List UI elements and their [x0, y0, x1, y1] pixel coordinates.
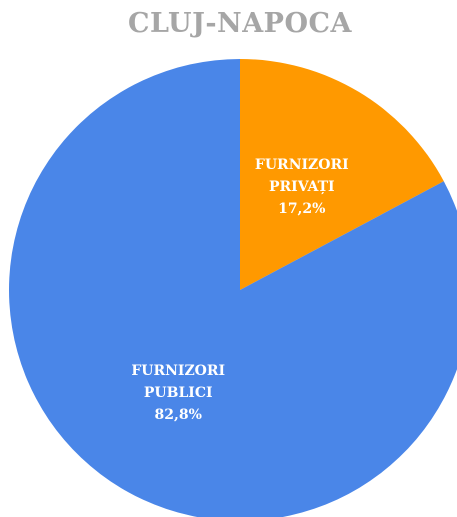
value-label: 17,2%: [278, 200, 326, 217]
pie-slice: [9, 59, 457, 517]
category-label: FURNIZORI PUBLICI: [131, 363, 226, 401]
slice-label: FURNIZORI PUBLICI 82,8%: [123, 360, 233, 426]
category-label: FURNIZORI PRIVAȚI: [254, 156, 349, 195]
chart-title: CLUJ-NAPOCA: [128, 8, 352, 39]
pie-slice: [240, 59, 444, 290]
value-label: 82,8%: [154, 407, 202, 423]
slice-label: FURNIZORI PRIVAȚI 17,2%: [247, 154, 357, 220]
